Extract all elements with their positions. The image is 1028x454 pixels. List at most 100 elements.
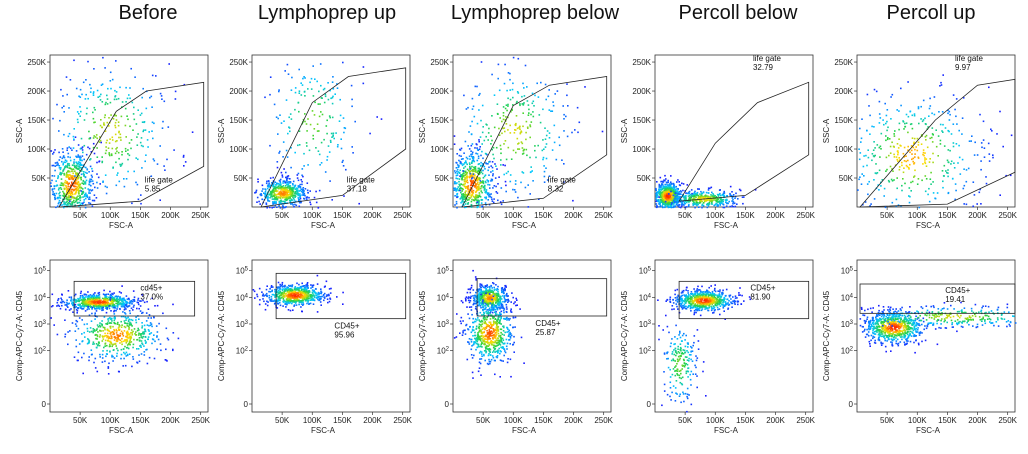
event-point [487, 132, 490, 134]
event-point [129, 97, 131, 100]
event-point [488, 194, 491, 196]
event-point [54, 165, 57, 167]
event-point [490, 171, 492, 173]
event-point [462, 170, 465, 172]
event-point [61, 148, 64, 150]
event-point [51, 188, 54, 190]
event-point [886, 109, 889, 111]
event-point [710, 196, 712, 198]
event-point [500, 203, 503, 206]
event-point [99, 183, 101, 185]
event-point [114, 121, 117, 124]
event-point [688, 198, 690, 201]
event-point [74, 330, 77, 332]
event-point [673, 201, 676, 204]
event-point [479, 146, 481, 148]
event-point [110, 302, 112, 305]
event-point [469, 171, 471, 173]
event-point [680, 199, 683, 201]
event-point [109, 300, 112, 302]
event-point [83, 303, 86, 305]
event-point [77, 163, 79, 165]
event-point [737, 198, 739, 200]
event-point [286, 193, 289, 195]
event-point [166, 158, 168, 161]
event-point [655, 200, 657, 203]
event-point [78, 205, 80, 207]
event-point [125, 342, 128, 344]
event-point [963, 168, 965, 170]
event-point [99, 99, 102, 101]
event-point [664, 174, 666, 177]
event-point [317, 150, 320, 152]
event-point [464, 191, 466, 194]
event-point [72, 185, 75, 187]
event-point [77, 155, 79, 158]
event-point [910, 149, 913, 152]
event-point [522, 112, 524, 114]
event-point [94, 367, 97, 369]
event-point [679, 184, 682, 187]
event-point [309, 203, 312, 206]
event-point [472, 189, 475, 192]
event-point [933, 96, 936, 98]
event-point [929, 105, 932, 107]
event-point [70, 299, 72, 302]
event-point [658, 192, 660, 195]
event-point [505, 172, 508, 175]
event-point [954, 108, 956, 111]
event-point [315, 201, 318, 204]
event-point [79, 305, 82, 307]
event-point [485, 162, 488, 165]
event-point [666, 193, 669, 195]
event-point [688, 203, 690, 206]
event-point [601, 130, 604, 133]
event-point [140, 336, 143, 338]
event-point [942, 74, 944, 76]
event-point [491, 179, 493, 182]
event-point [85, 195, 88, 198]
event-point [973, 194, 976, 196]
event-point [74, 170, 76, 173]
event-point [93, 305, 95, 307]
event-point [121, 297, 124, 300]
event-point [696, 198, 699, 200]
event-point [119, 342, 121, 344]
event-point [888, 154, 890, 157]
event-point [875, 163, 877, 165]
event-point [680, 205, 683, 207]
event-point [909, 123, 912, 126]
event-point [928, 107, 931, 110]
event-point [147, 329, 150, 331]
event-point [495, 191, 498, 193]
event-point [289, 178, 291, 180]
event-point [710, 194, 712, 196]
event-point [163, 165, 165, 167]
event-point [53, 192, 56, 195]
event-point [304, 188, 307, 190]
event-point [506, 109, 508, 112]
event-point [52, 193, 54, 196]
event-point [507, 105, 509, 107]
event-point [102, 305, 105, 307]
event-point [90, 306, 93, 308]
event-point [499, 117, 501, 119]
event-point [114, 295, 117, 298]
event-point [144, 129, 147, 131]
event-point [464, 171, 467, 174]
event-point [552, 101, 554, 103]
x-tick-label: 200K [161, 211, 180, 220]
event-point [114, 89, 116, 92]
event-point [474, 167, 476, 169]
event-point [90, 349, 93, 351]
event-point [456, 196, 458, 199]
event-point [927, 126, 929, 128]
event-point [464, 193, 466, 196]
event-point [543, 181, 546, 183]
event-point [126, 339, 129, 341]
event-point [151, 297, 153, 300]
event-point [130, 318, 132, 321]
event-point [58, 165, 61, 167]
event-point [75, 191, 78, 193]
event-point [480, 181, 482, 183]
